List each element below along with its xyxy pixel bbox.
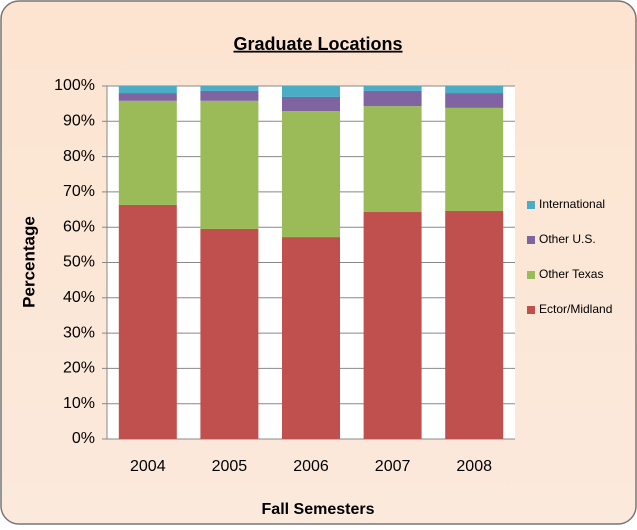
chart-title: Graduate Locations: [233, 34, 402, 54]
y-tick-label: 0%: [72, 430, 95, 447]
bar-segment: [118, 86, 177, 94]
bar-segment: [282, 111, 340, 238]
bar-segment: [118, 100, 177, 205]
y-tick-label: 60%: [63, 218, 95, 235]
x-tick-label: 2007: [375, 458, 411, 475]
bar-segment: [118, 204, 177, 439]
legend-label: Other U.S.: [539, 232, 596, 246]
bar-segment: [363, 212, 422, 439]
y-axis-label: Percentage: [19, 216, 38, 308]
x-tick-label: 2008: [456, 458, 492, 475]
bar-segment: [282, 96, 340, 112]
x-tick-label: 2006: [293, 458, 329, 475]
x-axis-label: Fall Semesters: [262, 501, 375, 518]
bar-segment: [363, 106, 422, 213]
bar-segment: [200, 86, 259, 91]
legend-label: International: [539, 197, 605, 211]
legend-swatch: [527, 271, 535, 279]
bar-segment: [282, 237, 340, 439]
bar-segment: [200, 90, 259, 101]
bar-segment: [282, 86, 340, 97]
y-tick-label: 70%: [63, 183, 95, 200]
bar-segment: [445, 210, 504, 439]
y-tick-label: 90%: [63, 113, 95, 130]
bar-segment: [445, 86, 504, 94]
y-tick-label: 20%: [63, 360, 95, 377]
bar-segment: [200, 100, 259, 229]
bar-segment: [200, 228, 259, 439]
legend-swatch: [527, 236, 535, 244]
y-tick-label: 50%: [63, 254, 95, 271]
bar-segment: [445, 93, 504, 108]
legend-swatch: [527, 306, 535, 314]
y-tick-label: 10%: [63, 395, 95, 412]
bar-segment: [363, 86, 422, 91]
y-tick-label: 30%: [63, 324, 95, 341]
y-tick-label: 80%: [63, 148, 95, 165]
x-tick-label: 2005: [212, 458, 248, 475]
y-tick-label: 40%: [63, 289, 95, 306]
x-tick-label: 2004: [130, 458, 166, 475]
bar-segment: [118, 93, 177, 101]
bar-segment: [363, 90, 422, 107]
legend-label: Ector/Midland: [539, 302, 612, 316]
y-tick-label: 100%: [54, 77, 95, 94]
legend-swatch: [527, 201, 535, 209]
bar-segment: [445, 107, 504, 211]
legend-label: Other Texas: [539, 267, 603, 281]
